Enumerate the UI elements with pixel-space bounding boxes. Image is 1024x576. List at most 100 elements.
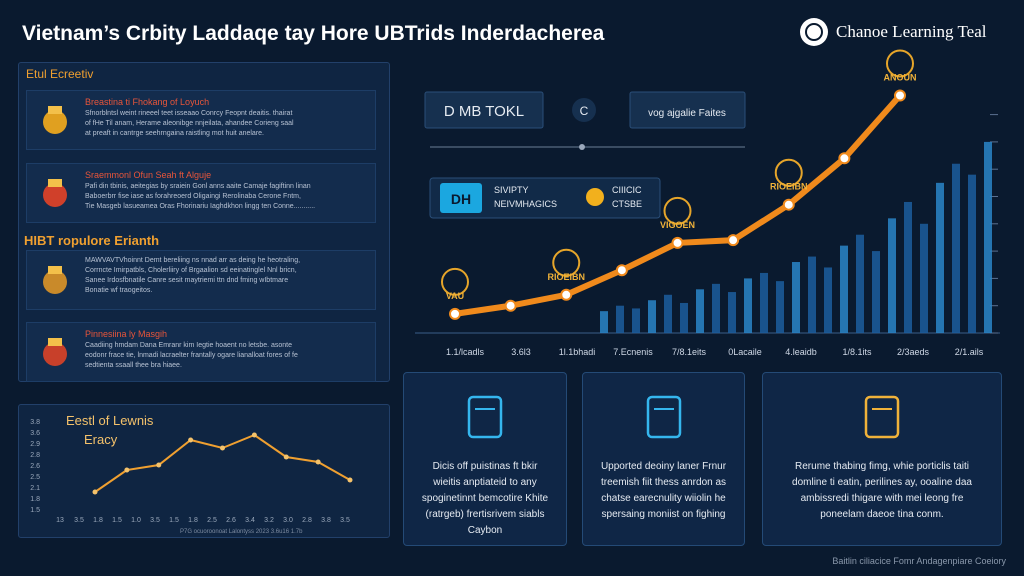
card-text: domline ti eatin, perilines ay, ooaline … (792, 477, 972, 488)
mini-chart-subtitle: Eracy (84, 432, 118, 447)
badge (441, 267, 469, 296)
item-text: Corrncte Imirpatbls, Cholerliiry of Brga… (85, 267, 297, 274)
item-text: MAWVAVTVhoinnt Demt bereliing ns nnad ar… (85, 257, 301, 264)
icon-shape (646, 395, 681, 439)
item-text: eodonr frace tie, lnmadi lacraelter fran… (85, 352, 298, 359)
legend-label: SIVIPTY (494, 185, 529, 195)
bar (616, 305, 624, 333)
x-axis-note: P7G ocuoroonoat Lalontyss 2023 3.6u16 1.… (180, 529, 303, 535)
card-icon (467, 395, 503, 439)
card-text: chatse earecnulity wiiolin he (601, 493, 726, 504)
brand: Chanoe Learning Teal (836, 22, 987, 41)
card: Upported deoiny laner Frnur treemish fiit… (582, 372, 745, 546)
x-tick-label: 2/1.ails (955, 347, 984, 357)
item-icon (43, 266, 67, 294)
icon-shape (43, 270, 67, 294)
x-tick-label: 1l.1bhadi (559, 347, 596, 357)
x-tick-label: 1.5 (169, 517, 179, 524)
legend-label: CTSBE (612, 199, 642, 209)
point (671, 236, 684, 249)
list-item: MAWVAVTVhoinnt Demt bereliing ns nnad ar… (26, 250, 376, 310)
bar (920, 223, 928, 333)
x-tick-label: 3.8 (321, 517, 331, 524)
x-tick-label: 2.8 (302, 517, 312, 524)
point (838, 152, 851, 165)
badge (663, 196, 692, 225)
button-label: C (580, 104, 589, 118)
item-icon (43, 179, 67, 207)
x-tick-label: 7.Ecnenis (613, 347, 653, 357)
icon-shape (48, 338, 62, 346)
list-item: Pinnesiina ly Masgih Caadiing hmdam Dana … (26, 322, 376, 382)
x-tick-label: 7/8.1eits (672, 347, 707, 357)
point (894, 89, 906, 102)
bar (888, 218, 896, 333)
y-tick-label: 2.5 (30, 474, 40, 481)
icon-shape (864, 395, 900, 439)
point (283, 454, 289, 460)
bar (728, 292, 736, 333)
bar (904, 201, 912, 333)
x-tick-label: 3.0 (283, 517, 293, 524)
point (220, 445, 225, 451)
section-heading: HIBT ropulore Erianth (24, 233, 160, 248)
icon-shape (43, 342, 67, 366)
x-tick-label: 1.1/lcadls (446, 347, 485, 357)
card-text: spoginetinnt bemcotire Khite (421, 493, 549, 504)
point (315, 459, 321, 465)
badge (774, 158, 803, 187)
x-tick-label: 1.0 (131, 517, 141, 524)
card-icon (864, 395, 900, 439)
card-text: Dicis off puistinas ft bkir (432, 461, 538, 472)
badge-label: VAU (446, 291, 464, 301)
bar (776, 281, 784, 333)
item-title: Breastina ti Fhokang of Loyuch (85, 97, 210, 107)
bar (680, 302, 688, 333)
item-text: at preaft in cantrge seehrngaina raistli… (85, 130, 264, 137)
item-text: sedtienta ssaall thee bra hiaee. (85, 362, 182, 369)
item-text: Tie Masgeb lasueamea Oras Fhorinariu Iag… (85, 203, 316, 210)
item-text: Sfnorblntsl weint rineeel teet isseaao C… (85, 110, 293, 117)
point (449, 307, 461, 320)
x-tick-label: 3.2 (264, 517, 274, 524)
item-text: Baboerbrr fise iase as forahreoerd Oliga… (85, 193, 301, 200)
point (124, 467, 130, 473)
x-tick-label: 2.6 (226, 517, 236, 524)
icon-shape (48, 266, 62, 274)
card: Dicis off puistinas ft bkir wieitis anpti… (403, 372, 567, 546)
x-tick-label: 2/3aeds (897, 347, 930, 357)
item-title: Sraemmonl Ofun Seah ft Alguje (85, 170, 212, 180)
item-title: Pinnesiina ly Masgih (85, 329, 168, 339)
card: Rerume thabing fimg, whie porticlis tait… (762, 372, 1002, 546)
item-text: of fHe Til anam, Herame aleonibge nnjeil… (85, 120, 294, 127)
x-tick-label: 3.5 (340, 517, 350, 524)
bar (808, 256, 816, 333)
icon-shape (43, 183, 67, 207)
card-text: poneelam daeoe tina conm. (820, 509, 944, 520)
list-item: Breastina ti Fhokang of Loyuch Sfnorblnts… (26, 90, 376, 150)
x-tick-label: 0Lacaile (728, 347, 762, 357)
mini-chart: 3.8 3.6 2.9 2.8 2.6 2.5 2.1 1.8 1.5 13 3.5 1.8 1.5 1.… (30, 419, 353, 535)
point (347, 477, 353, 483)
item-text: Pafi din tbinis, aeitegias by sraiein Go… (85, 183, 311, 190)
bar (664, 294, 672, 333)
section-heading: Etul Ecreetiv (26, 67, 94, 81)
item-text: Sanee Irdosfbnatile Canre sesit maytriem… (85, 277, 289, 284)
x-tick-label: 1.5 (112, 517, 122, 524)
button-label: vog ajgalie Faites (648, 108, 726, 119)
y-tick-label: 1.8 (30, 496, 40, 503)
mini-chart-panel (18, 404, 390, 538)
point (782, 198, 795, 211)
y-tick-label: 1.5 (30, 507, 40, 514)
x-tick-label: 3.5 (150, 517, 160, 524)
card-text: ambissredi thigare with mei leong fre (800, 493, 964, 504)
point (560, 288, 573, 301)
y-tick-label: 3.8 (30, 419, 40, 426)
point (251, 432, 257, 438)
y-tick-label: 2.9 (30, 441, 40, 448)
y-tick-label: 3.6 (30, 430, 40, 437)
item-text: Bonatie wf traogeitos. (85, 287, 153, 294)
icon-shape (467, 395, 503, 439)
